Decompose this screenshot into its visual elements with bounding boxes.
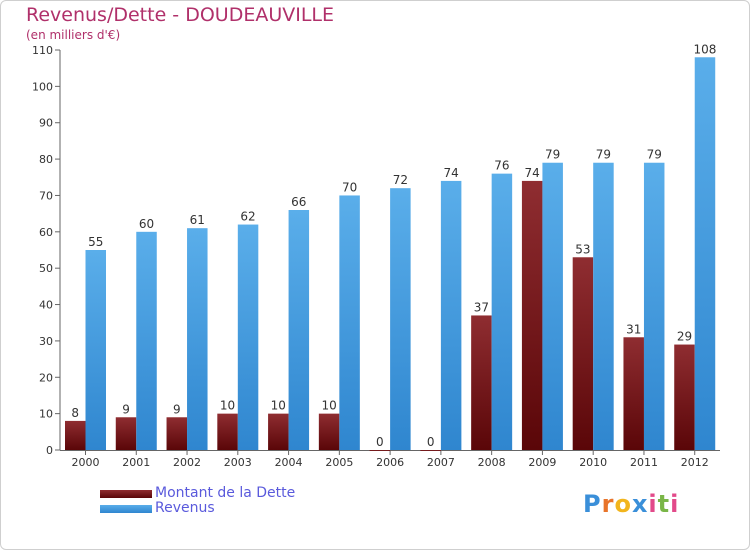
logo-letter: o	[614, 490, 632, 518]
x-tick-label-2007: 2007	[427, 456, 455, 469]
bar-revenus-2009	[542, 162, 563, 450]
data-label-dette-2009: 74	[525, 166, 540, 180]
bar-revenus-2002	[187, 228, 208, 450]
labels-group: 8 55 9 60 9 61 10 62 10 66 10 70 0 72 0 74 37 76 74 79 53 79 3…	[71, 42, 716, 449]
y-tick-label: 110	[32, 44, 53, 57]
data-label-dette-2001: 9	[122, 402, 130, 416]
y-tick-label: 30	[39, 335, 53, 348]
bar-dette-2004	[268, 413, 289, 450]
logo-letter: i	[648, 490, 658, 518]
logo-letter: P	[583, 490, 602, 518]
chart-subtitle: (en milliers d'€)	[26, 28, 121, 42]
bar-dette-2005	[318, 413, 340, 450]
data-label-revenus-2007: 74	[443, 166, 458, 180]
data-label-revenus-2003: 62	[240, 210, 255, 224]
y-tick-label: 40	[39, 299, 53, 312]
x-tick-label-2002: 2002	[173, 456, 201, 469]
data-label-revenus-2009: 79	[545, 148, 560, 162]
y-tick-label: 80	[39, 153, 53, 166]
bars-group	[65, 57, 716, 451]
bar-revenus-2012	[694, 57, 716, 450]
bar-revenus-2006	[390, 188, 411, 450]
x-tick-label-2000: 2000	[72, 456, 100, 469]
logo-letter: t	[657, 490, 671, 518]
y-tick-label: 20	[39, 371, 53, 384]
y-tick-label: 60	[39, 226, 53, 239]
data-label-revenus-2000: 55	[88, 235, 103, 249]
x-tick-label-2001: 2001	[122, 456, 150, 469]
data-label-revenus-2012: 108	[694, 42, 717, 56]
logo-letter: i	[670, 490, 680, 518]
logo-letter: r	[601, 490, 615, 518]
data-label-dette-2011: 31	[626, 322, 641, 336]
bar-dette-2006	[369, 450, 391, 451]
data-label-dette-2000: 8	[71, 406, 79, 420]
logo-letter: x	[631, 490, 649, 518]
bar-revenus-2007	[440, 180, 462, 450]
legend-swatch-revenus	[100, 505, 152, 513]
x-tick-label-2008: 2008	[478, 456, 506, 469]
bar-dette-2002	[166, 417, 188, 450]
bar-dette-2003	[217, 413, 238, 450]
x-tick-label-2009: 2009	[528, 456, 556, 469]
data-label-revenus-2006: 72	[393, 173, 408, 187]
bar-dette-2009	[521, 180, 543, 450]
bar-revenus-2011	[643, 162, 665, 450]
y-tick-label: 0	[46, 444, 53, 457]
data-label-revenus-2001: 60	[139, 217, 154, 231]
bar-dette-2012	[674, 344, 695, 450]
data-label-revenus-2004: 66	[291, 195, 306, 209]
data-label-revenus-2011: 79	[647, 148, 662, 162]
data-label-dette-2006: 0	[376, 435, 384, 449]
legend-swatch-dette	[100, 490, 152, 498]
bar-revenus-2008	[491, 173, 513, 451]
bar-revenus-2004	[288, 210, 310, 450]
x-tick-label-2012: 2012	[681, 456, 709, 469]
data-label-revenus-2002: 61	[190, 213, 205, 227]
y-tick-label: 10	[39, 408, 53, 421]
data-label-dette-2004: 10	[271, 399, 286, 413]
bar-revenus-2010	[593, 162, 614, 450]
bar-revenus-2001	[136, 231, 157, 450]
bar-dette-2001	[115, 417, 137, 450]
x-tick-label-2011: 2011	[630, 456, 658, 469]
proxiti-logo: Proxiti	[583, 490, 679, 518]
bar-revenus-2000	[85, 250, 106, 450]
bar-revenus-2003	[237, 224, 259, 450]
bar-dette-2008	[471, 315, 492, 450]
x-tick-label-2010: 2010	[579, 456, 607, 469]
data-label-dette-2010: 53	[575, 242, 590, 256]
x-tick-label-2004: 2004	[275, 456, 303, 469]
data-label-revenus-2005: 70	[342, 180, 357, 194]
x-tick-label-2005: 2005	[325, 456, 353, 469]
data-label-dette-2007: 0	[427, 435, 435, 449]
y-tick-label: 50	[39, 262, 53, 275]
bar-dette-2000	[65, 420, 86, 450]
bar-revenus-2005	[339, 195, 360, 450]
data-label-dette-2012: 29	[677, 330, 692, 344]
y-tick-label: 100	[32, 80, 53, 93]
data-label-dette-2008: 37	[474, 300, 489, 314]
x-tick-label-2003: 2003	[224, 456, 252, 469]
legend-label-revenus: Revenus	[155, 500, 215, 516]
y-tick-label: 70	[39, 189, 53, 202]
data-label-revenus-2010: 79	[596, 148, 611, 162]
data-label-dette-2005: 10	[321, 399, 336, 413]
legend-label-dette: Montant de la Dette	[155, 485, 296, 501]
data-label-dette-2002: 9	[173, 402, 181, 416]
y-tick-label: 90	[39, 117, 53, 130]
chart-title: Revenus/Dette - DOUDEAUVILLE	[26, 4, 335, 26]
x-tick-label-2006: 2006	[376, 456, 404, 469]
data-label-dette-2003: 10	[220, 399, 235, 413]
bar-dette-2011	[623, 337, 644, 450]
bar-dette-2010	[572, 257, 594, 450]
bar-dette-2007	[420, 450, 441, 451]
data-label-revenus-2008: 76	[494, 159, 509, 173]
